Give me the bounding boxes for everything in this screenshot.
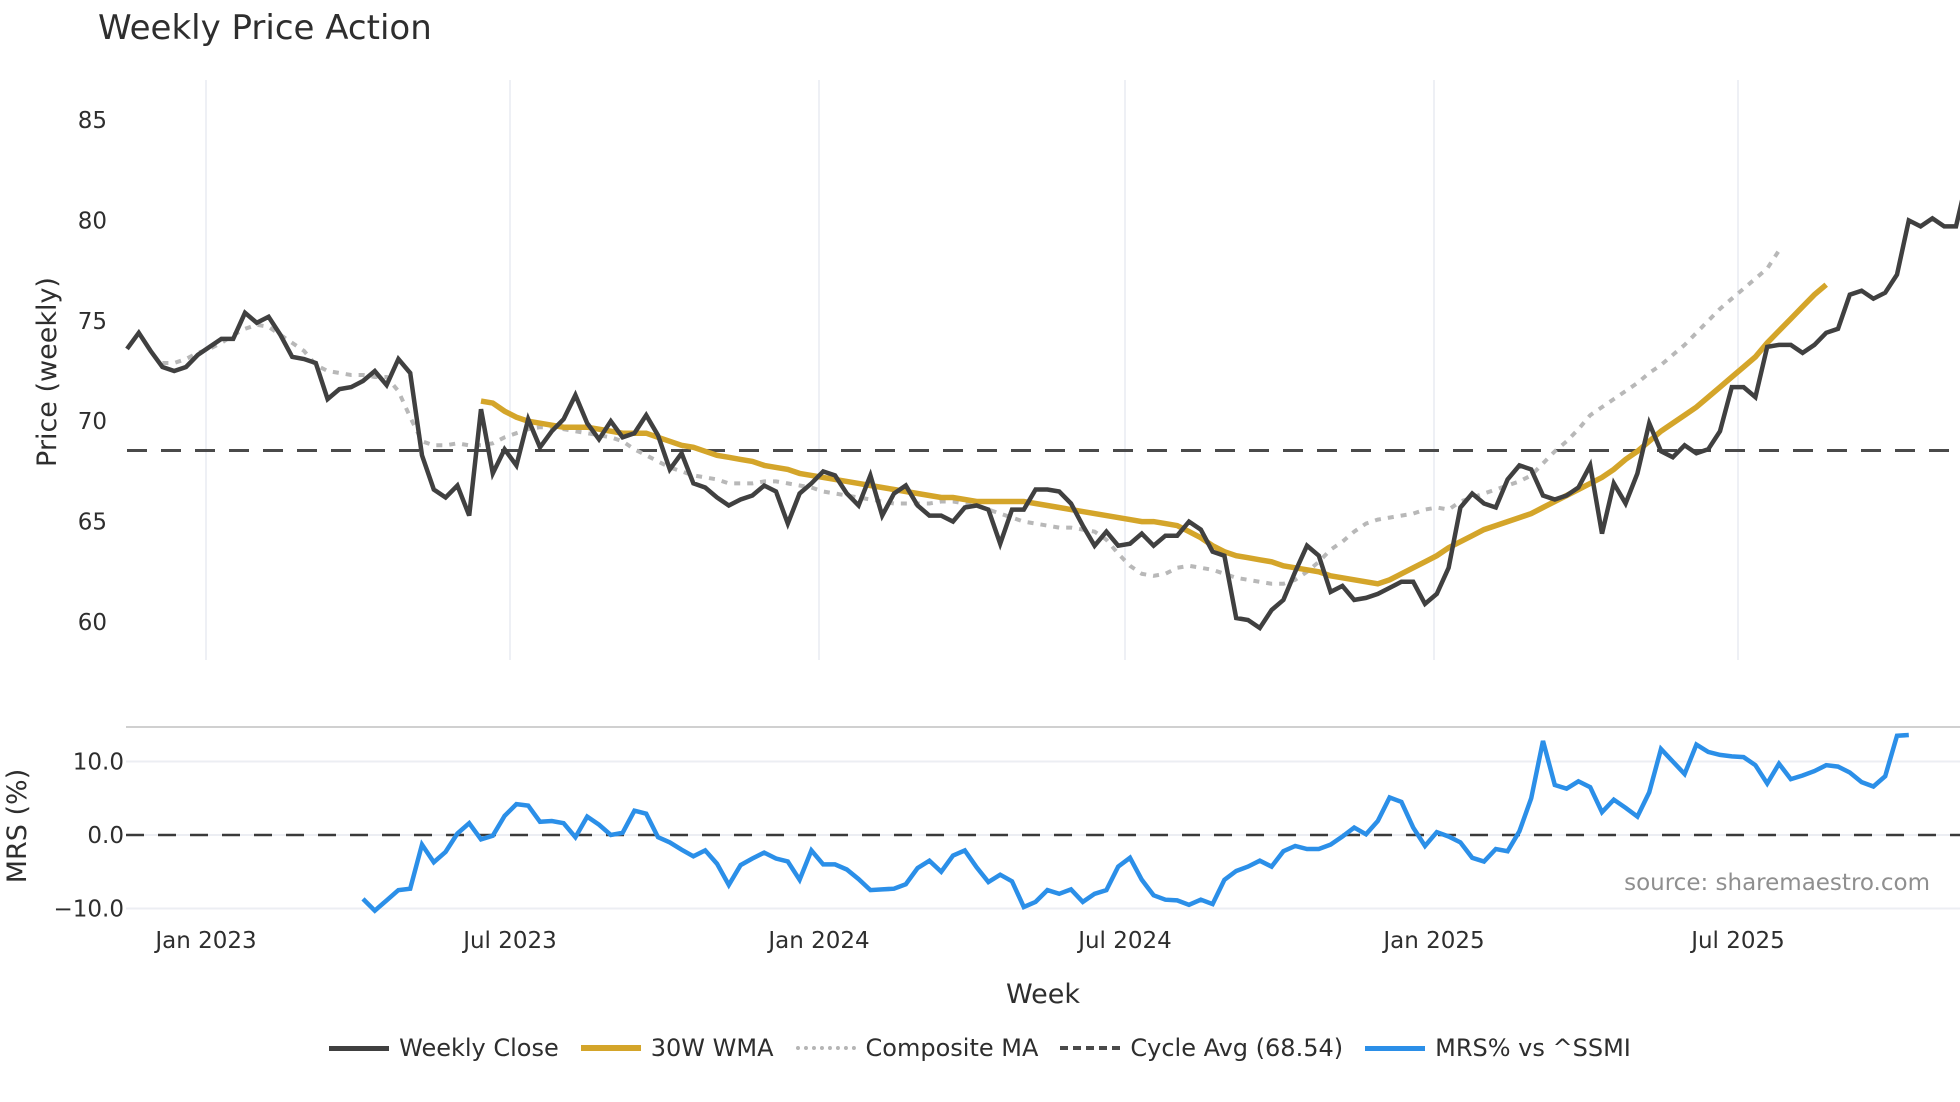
source-note: source: sharemaestro.com — [1624, 870, 1930, 896]
legend-item-30w-wma[interactable]: 30W WMA — [580, 1034, 774, 1062]
mrs-line — [361, 732, 1909, 914]
legend-item-mrs[interactable]: MRS% vs ^SSMI — [1365, 1034, 1631, 1062]
mrs-swatch-icon — [1365, 1045, 1426, 1051]
composite-ma-line — [162, 249, 1781, 586]
svg-text:0.0: 0.0 — [87, 823, 124, 849]
legend-item-cycle-avg[interactable]: Cycle Avg (68.54) — [1060, 1034, 1343, 1062]
svg-text:65: 65 — [78, 510, 107, 536]
legend-label: Composite MA — [865, 1034, 1039, 1062]
legend-item-composite-ma[interactable]: Composite MA — [795, 1034, 1039, 1062]
legend-label: MRS% vs ^SSMI — [1435, 1034, 1631, 1062]
svg-text:85: 85 — [78, 108, 107, 134]
legend-item-weekly-close[interactable]: Weekly Close — [329, 1034, 559, 1062]
svg-text:80: 80 — [78, 208, 107, 234]
legend-label: Weekly Close — [399, 1034, 559, 1062]
svg-text:−10.0: −10.0 — [54, 897, 124, 923]
svg-text:Jul 2024: Jul 2024 — [1076, 928, 1172, 954]
price-y-axis: 60 65 70 75 80 85 — [78, 108, 107, 636]
svg-text:70: 70 — [78, 409, 107, 435]
chart-title: Weekly Price Action — [98, 8, 432, 48]
svg-text:Jul 2023: Jul 2023 — [461, 928, 557, 954]
cycle-avg-swatch-icon — [1060, 1046, 1121, 1050]
svg-text:Jan 2023: Jan 2023 — [153, 928, 256, 954]
mrs-y-axis-title: MRS (%) — [2, 769, 33, 884]
price-y-axis-title: Price (weekly) — [32, 277, 63, 467]
composite-ma-swatch-icon — [795, 1046, 856, 1050]
wma-swatch-icon — [580, 1045, 641, 1051]
mrs-y-axis: −10.0 0.0 10.0 — [54, 750, 124, 923]
price-gridlines — [205, 80, 1739, 660]
x-axis-title: Week — [1006, 979, 1080, 1010]
svg-text:10.0: 10.0 — [73, 750, 124, 776]
svg-text:Jul 2025: Jul 2025 — [1689, 928, 1785, 954]
legend-label: Cycle Avg (68.54) — [1130, 1034, 1344, 1062]
svg-text:Jan 2024: Jan 2024 — [766, 928, 869, 954]
price-series — [125, 199, 1960, 632]
svg-text:75: 75 — [78, 309, 107, 335]
svg-text:60: 60 — [78, 610, 107, 636]
30w-wma-line — [480, 282, 1828, 587]
svg-text:Jan 2025: Jan 2025 — [1381, 928, 1484, 954]
legend: Weekly Close 30W WMA Composite MA Cycle … — [0, 1034, 1960, 1062]
legend-label: 30W WMA — [650, 1034, 774, 1062]
weekly-close-swatch-icon — [329, 1045, 390, 1051]
weekly-close-line — [125, 199, 1960, 632]
x-axis: Jan 2023 Jul 2023 Jan 2024 Jul 2024 Jan 2025… — [153, 928, 1784, 954]
mrs-series — [361, 732, 1909, 914]
